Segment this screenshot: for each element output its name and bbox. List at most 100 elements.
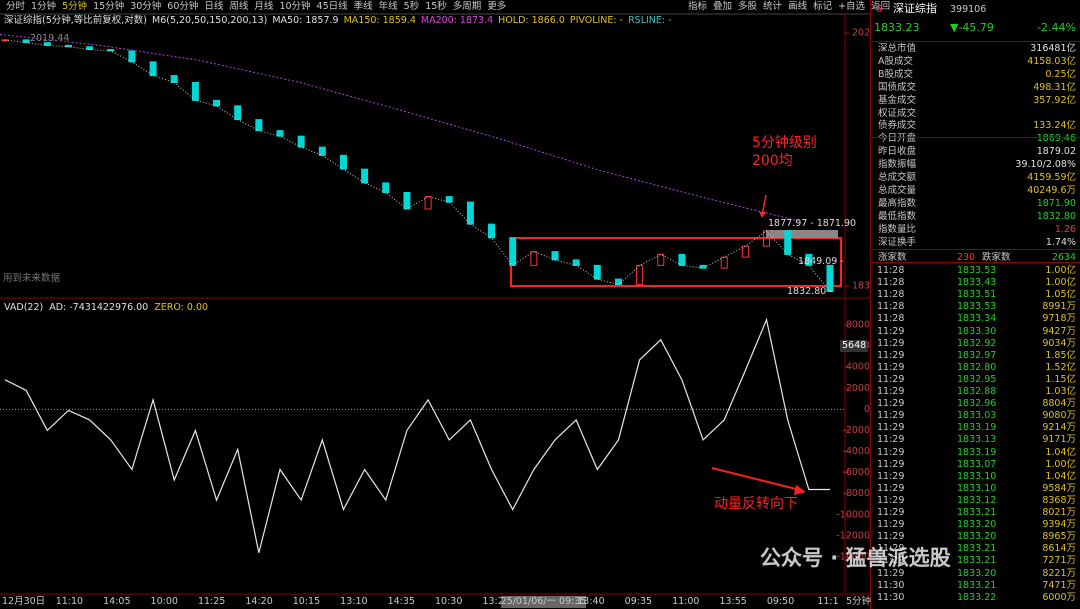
trade-price: 1833.10 <box>957 470 997 482</box>
quote-change: ▼-45.79 <box>950 21 994 34</box>
candle <box>191 82 199 101</box>
period-tab[interactable]: 更多 <box>487 1 507 12</box>
trade-time: 11:29 <box>877 458 905 470</box>
candle <box>403 192 411 210</box>
period-tab[interactable]: 多周期 <box>452 1 482 12</box>
stat-value: 1871.90 <box>1036 197 1076 209</box>
breadth-label: 跌家数 <box>982 252 1011 263</box>
x-tick-label: 14:05 <box>103 596 131 607</box>
trade-time: 11:29 <box>877 507 905 518</box>
vad-line <box>4 317 830 553</box>
y-tick-label: 4000 <box>846 362 870 373</box>
trade-time: 11:29 <box>877 410 905 422</box>
trade-volume: 9034万 <box>1042 337 1076 349</box>
period-tab[interactable]: 60分钟 <box>167 1 199 12</box>
stat-label: 最高指数 <box>878 197 917 209</box>
period-tab[interactable]: 15秒 <box>425 1 447 12</box>
tool-button[interactable]: 指标 <box>688 1 708 12</box>
period-tab[interactable]: 1分钟 <box>31 1 57 12</box>
trade-price: 1832.80 <box>957 361 997 373</box>
quote-index: 6 <box>876 4 883 15</box>
y-tick-label: -10000 <box>836 509 870 520</box>
candle <box>170 75 178 83</box>
close-line <box>4 39 831 292</box>
candle <box>361 168 369 184</box>
trade-time: 11:29 <box>877 373 905 385</box>
vad-legend: ZERO: 0.00 <box>154 302 209 313</box>
legend-item: RSLINE: - <box>628 15 672 26</box>
period-tab[interactable]: 5分钟 <box>62 1 88 12</box>
period-tab[interactable]: 45日线 <box>316 1 348 12</box>
stat-value: 1832.80 <box>1036 210 1076 222</box>
candle <box>445 196 453 203</box>
candle <box>488 223 496 239</box>
period-tab[interactable]: 10分钟 <box>279 1 311 12</box>
trade-time: 11:29 <box>877 482 905 494</box>
trade-price: 1833.07 <box>957 458 997 470</box>
stat-value: 1869.46 <box>1036 133 1076 145</box>
candle <box>636 264 644 286</box>
panel-divider <box>871 249 1080 250</box>
price-label: 1877.97 - 1871.90 <box>768 218 857 229</box>
trade-time: 11:29 <box>877 349 905 361</box>
period-tab[interactable]: 季线 <box>353 1 373 12</box>
trade-volume: 8991万 <box>1042 301 1076 313</box>
tool-button[interactable]: 画线 <box>788 1 808 12</box>
trade-time: 11:29 <box>877 543 905 555</box>
trade-time: 11:29 <box>877 531 905 543</box>
trade-volume: 8614万 <box>1042 543 1076 555</box>
tool-button[interactable]: 叠加 <box>713 1 733 12</box>
panel-divider <box>871 41 1080 42</box>
candle <box>149 61 157 77</box>
trade-volume: 8221万 <box>1042 567 1076 579</box>
tool-button[interactable]: 多股 <box>738 1 758 12</box>
period-tab[interactable]: 分时 <box>6 1 26 12</box>
period-tab[interactable]: 月线 <box>254 1 274 12</box>
trade-price: 1832.95 <box>957 373 997 385</box>
period-tab[interactable]: 日线 <box>204 1 224 12</box>
period-tab[interactable]: 周线 <box>229 1 249 12</box>
candle <box>530 251 538 266</box>
y-tick-label: -8000 <box>842 488 870 499</box>
trade-volume: 1.15亿 <box>1045 373 1076 385</box>
x-tick-label: 11:25 <box>197 596 226 607</box>
annotation: 5分钟级别 <box>752 135 817 151</box>
trade-volume: 6000万 <box>1042 591 1076 603</box>
price-band <box>766 230 838 238</box>
quote-pct: -2.44% <box>1037 21 1076 34</box>
tool-button[interactable]: 标记 <box>813 1 833 12</box>
candle <box>699 264 707 269</box>
start-label: 2019.44 <box>30 33 70 44</box>
y-tick-label: 0 <box>864 404 870 415</box>
x-tick-label: 25/01/06/一 09:35 <box>500 596 587 608</box>
candle <box>107 49 115 52</box>
candle <box>234 105 242 121</box>
tool-button[interactable]: +自选 <box>838 1 866 12</box>
trade-volume: 1.04亿 <box>1045 470 1076 482</box>
period-tab[interactable]: 年线 <box>378 1 398 12</box>
trade-volume: 9080万 <box>1042 410 1076 422</box>
period-tab[interactable]: 15分钟 <box>93 1 125 12</box>
y-tick-label: -14000 <box>836 552 870 563</box>
stat-value: 316481亿 <box>1030 43 1076 54</box>
trade-price: 1833.53 <box>957 301 997 313</box>
trade-price: 1832.96 <box>957 398 997 410</box>
trade-volume: 9394万 <box>1042 519 1076 531</box>
legend-item: HOLD: 1866.0 <box>498 15 565 26</box>
period-tab[interactable]: 30分钟 <box>130 1 162 12</box>
trade-price: 1833.51 <box>957 289 997 301</box>
x-tick-label: 14:35 <box>387 596 415 607</box>
tool-button[interactable]: 返回 <box>871 1 891 12</box>
stat-value: 40249.6万 <box>1027 184 1076 196</box>
stat-label: 国债成交 <box>878 81 917 93</box>
annotation-arrowhead <box>759 212 766 218</box>
stat-value: 357.92亿 <box>1033 94 1076 106</box>
trade-volume: 1.03亿 <box>1045 386 1076 397</box>
candle <box>297 135 305 148</box>
tool-button[interactable]: 统计 <box>763 1 783 12</box>
chart-area: 2021183780006000400020000-2000-4000-6000… <box>0 13 870 595</box>
trade-time: 11:29 <box>877 422 905 434</box>
period-tab[interactable]: 5秒 <box>403 1 420 12</box>
trade-volume: 1.00亿 <box>1045 265 1076 276</box>
